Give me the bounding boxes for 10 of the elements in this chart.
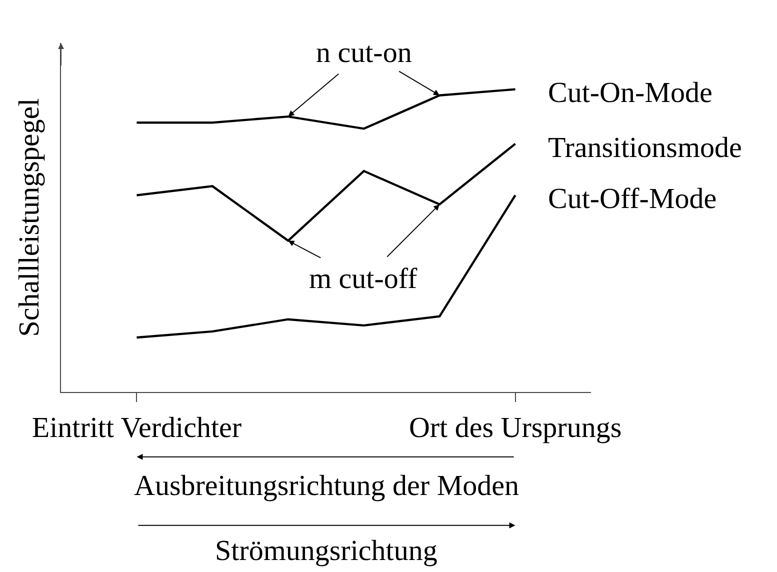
text: n cut-on (316, 37, 412, 69)
series-label: Transitionsmode (548, 132, 742, 164)
text: Strömungsrichtung (215, 535, 438, 567)
annotation: m cut-off (309, 263, 418, 295)
y-axis-title: Schallleistungspegel (13, 98, 46, 337)
x-tick-label: Eintritt Verdichter (32, 412, 242, 444)
series-label: Cut-On-Mode (548, 77, 712, 109)
text: Ausbreitungsrichtung der Moden (134, 470, 520, 502)
x-tick-label: Ort des Ursprungs (408, 412, 622, 444)
series-label: Cut-Off-Mode (548, 183, 717, 215)
